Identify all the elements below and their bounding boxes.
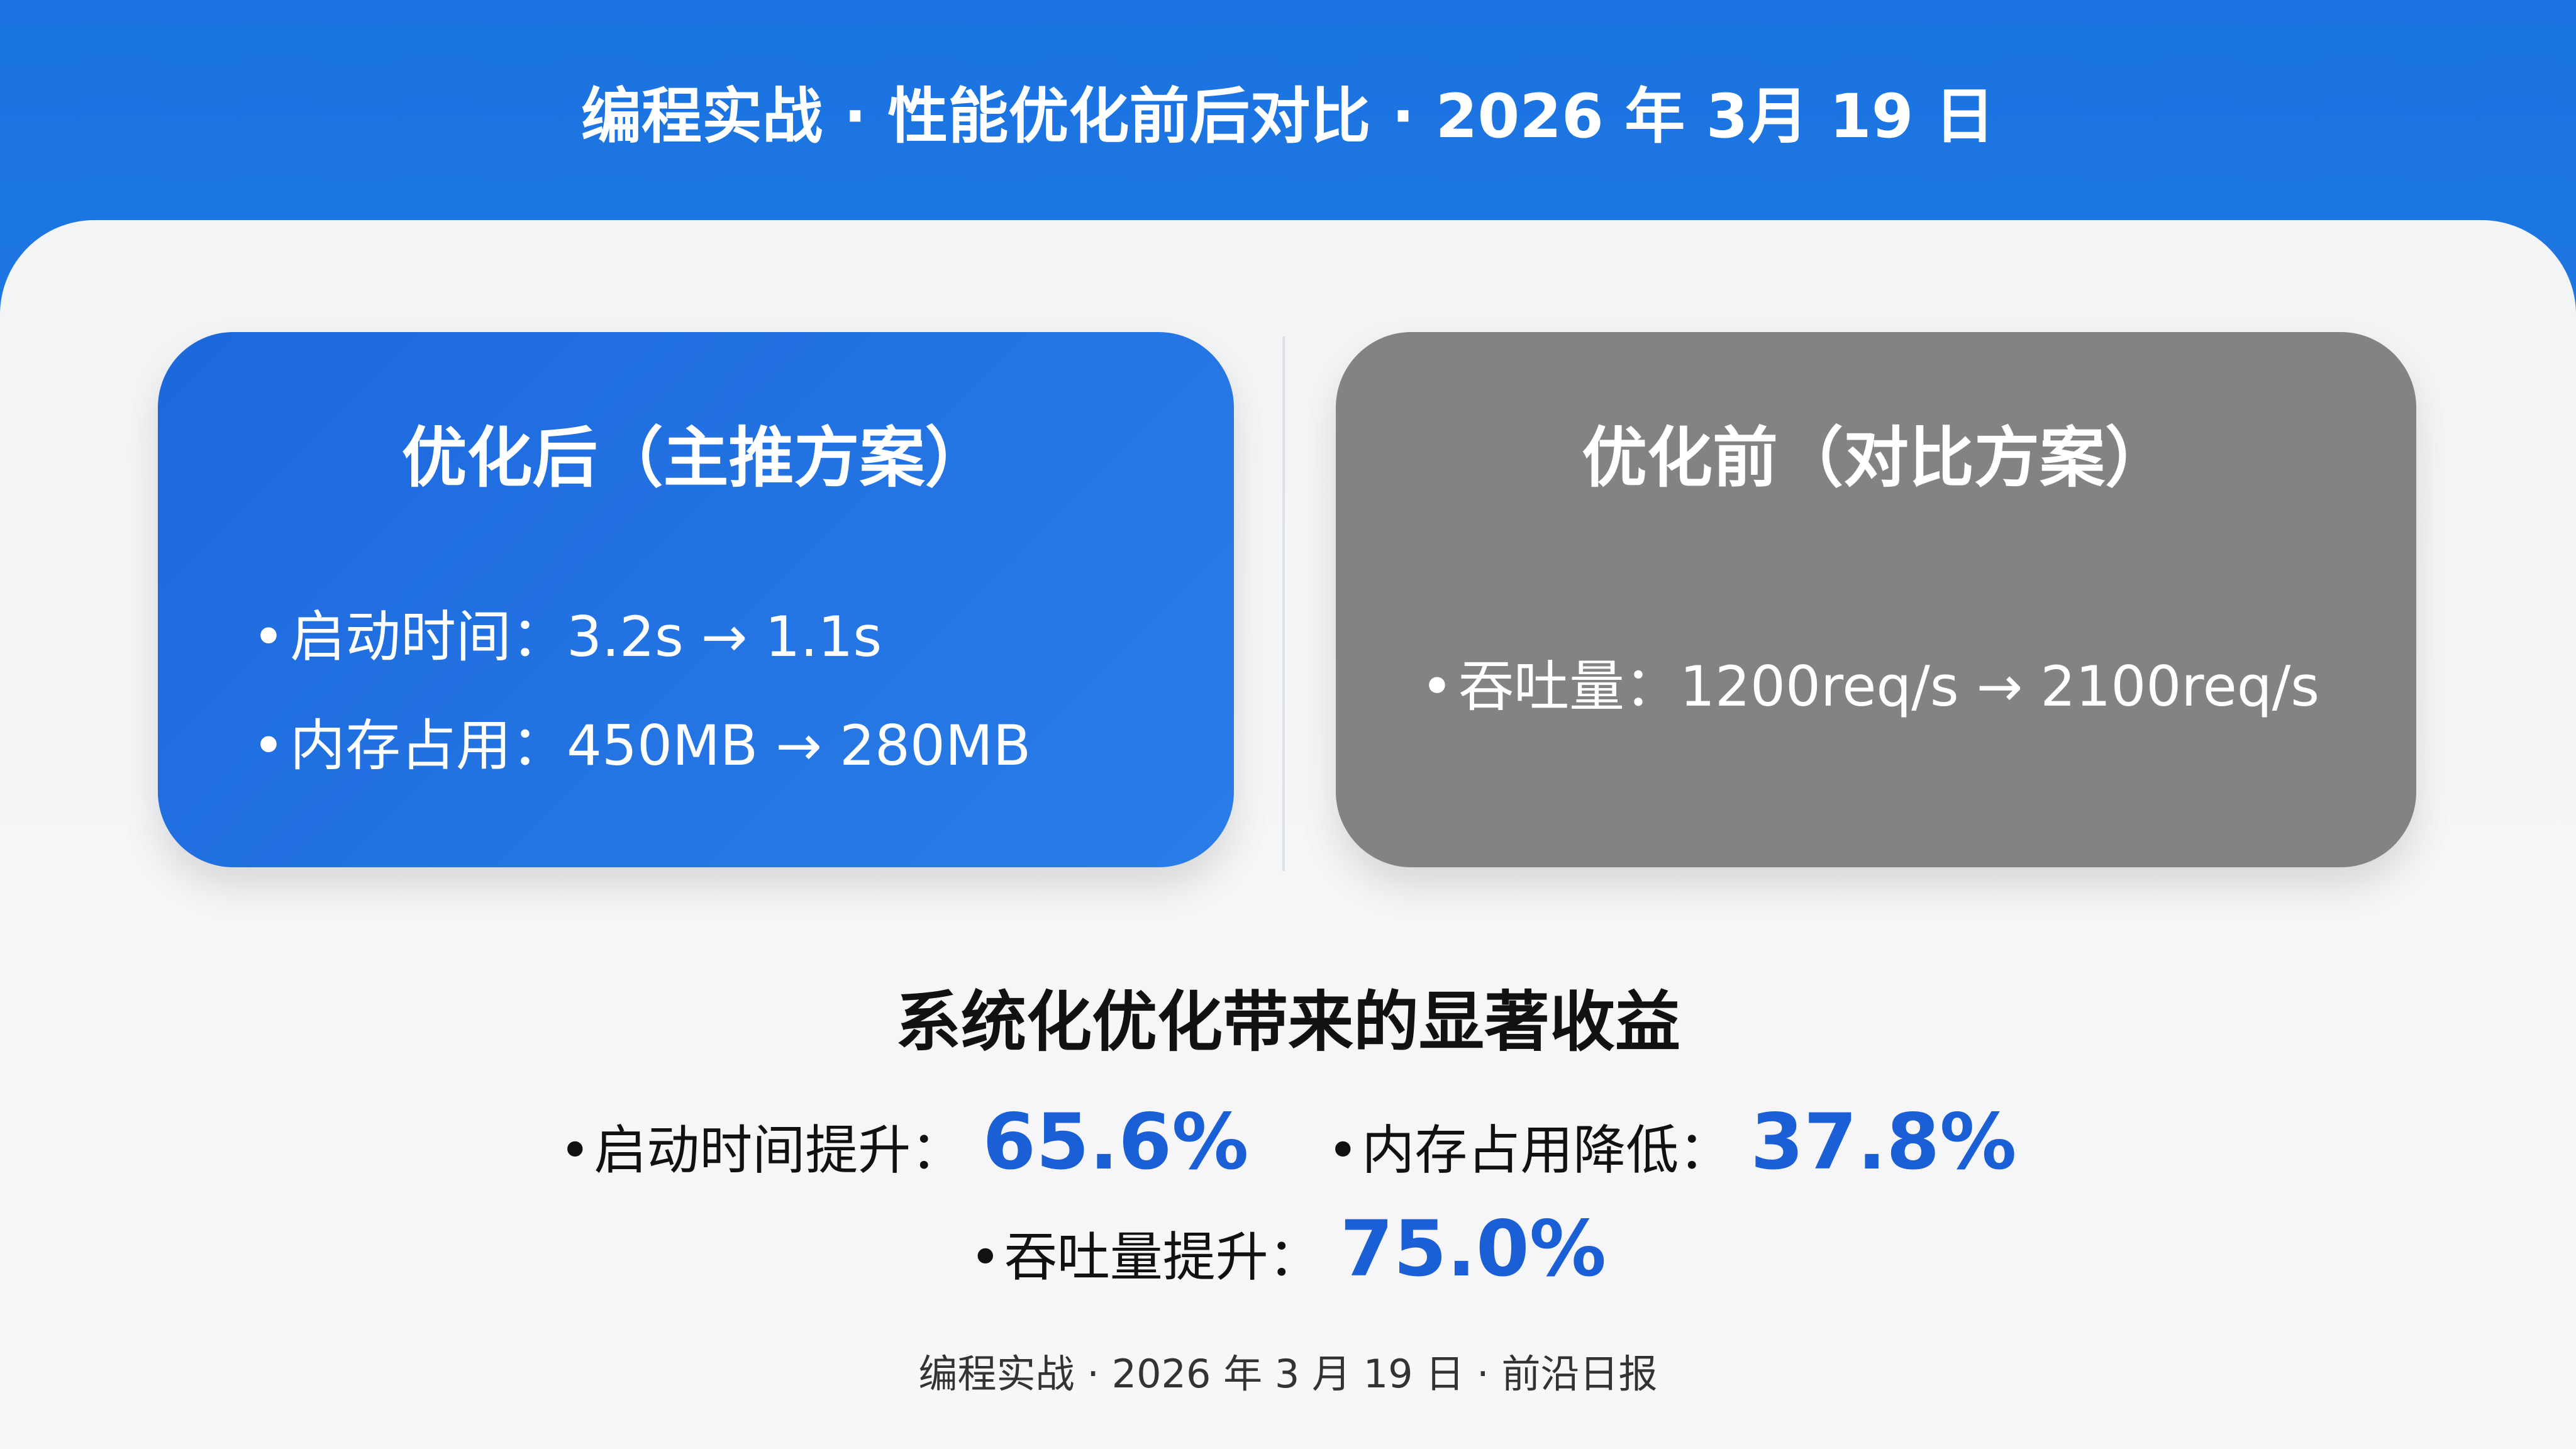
summary-title: 系统化优化带来的显著收益 [895,984,1680,1060]
header-title: 编程实战 · 性能优化前后对比 · 2026 年 3月 19 日 [581,81,1995,152]
stat-throughput: • 吞吐量提升： 75.0% [970,1204,1606,1294]
bullet-text: 吞吐量：1200req/s → 2100req/s [1458,654,2320,719]
card-after-title: 优化后（主推方案） [401,419,991,496]
stats-row-1: • 启动时间提升： 65.6% • 内存占用降低： 37.8% [0,1097,2576,1187]
card-after-optimization: 优化后（主推方案） •启动时间：3.2s → 1.1s •内存占用：450MB … [158,332,1234,867]
stat-value: 65.6% [982,1097,1249,1187]
bullet-dot: • [970,1226,1001,1288]
stats-row-2: • 吞吐量提升： 75.0% [0,1204,2576,1294]
bullet-throughput: •吞吐量：1200req/s → 2100req/s [1421,649,2319,724]
stat-label: 吞吐量提升： [1004,1226,1321,1288]
divider [1282,336,1285,871]
bullet-dot: • [1421,654,1453,719]
card-before-title: 优化前（对比方案） [1581,419,2170,496]
card-before-optimization: 优化前（对比方案） •吞吐量：1200req/s → 2100req/s [1336,332,2416,867]
stat-startup: • 启动时间提升： 65.6% [560,1097,1249,1187]
bullet-dot: • [252,713,285,778]
footer: 编程实战 · 2026 年 3 月 19 日 · 前沿日报 [918,1351,1658,1397]
bullet-dot: • [252,604,285,669]
bullet-memory: •内存占用：450MB → 280MB [252,708,1031,784]
bullet-dot: • [559,1119,591,1181]
stat-label: 启动时间提升： [594,1119,964,1181]
stat-value: 75.0% [1340,1204,1606,1294]
stat-memory: • 内存占用降低： 37.8% [1328,1097,2017,1187]
bullet-dot: • [1327,1119,1359,1181]
bullet-startup-time: •启动时间：3.2s → 1.1s [252,599,882,675]
stat-label: 内存占用降低： [1362,1119,1732,1181]
bullet-text: 启动时间：3.2s → 1.1s [290,604,882,669]
stat-value: 37.8% [1750,1097,2017,1187]
bullet-text: 内存占用：450MB → 280MB [290,713,1031,778]
